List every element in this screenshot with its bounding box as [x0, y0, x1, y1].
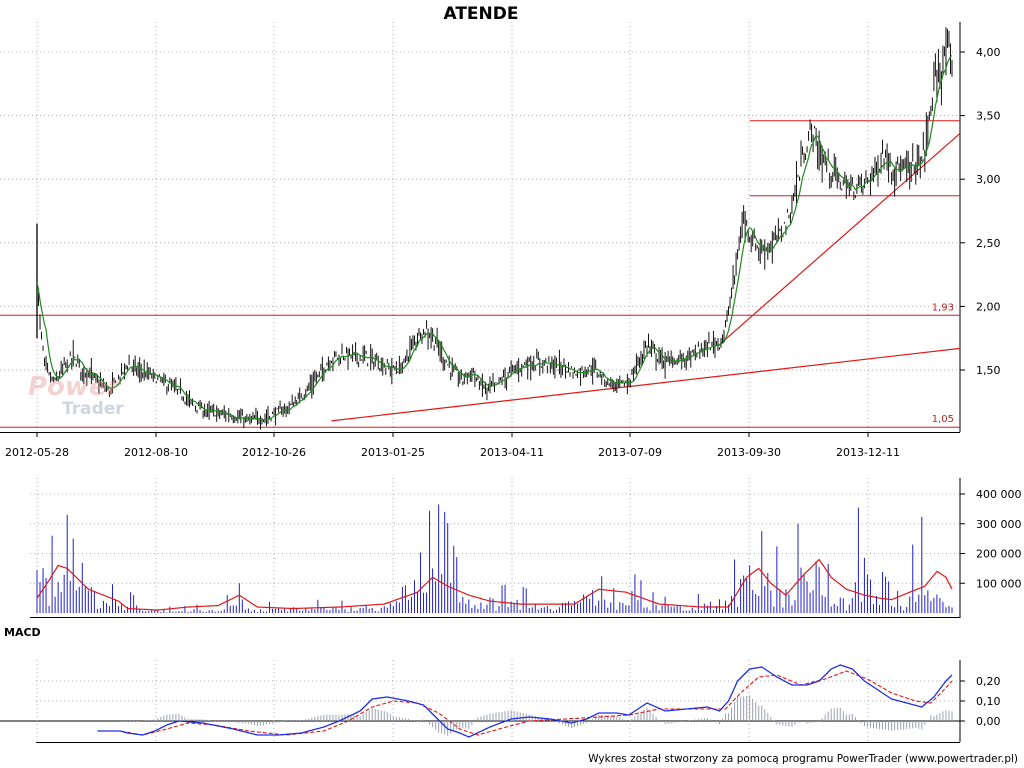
price-y-tick-label: 2,50 — [976, 237, 1001, 250]
price-gridlines — [0, 22, 960, 432]
macd-lines — [97, 664, 953, 738]
price-y-ticks: 4,00 3,50 3,00 2,50 2,00 1,50 — [960, 46, 1001, 377]
price-trendlines — [0, 120, 961, 428]
macd-gridlines — [0, 660, 960, 742]
level-label-105: 1,05 — [932, 414, 954, 425]
date-x-tick-label: 2012-05-28 — [5, 446, 69, 459]
level-label-193: 1,93 — [932, 302, 954, 313]
watermark-trader: Trader — [62, 399, 124, 419]
price-moving-average — [36, 55, 953, 421]
price-y-tick-label: 4,00 — [976, 46, 1001, 59]
price-level-labels: 1,93 1,05 — [932, 302, 954, 425]
macd-y-tick-label: 0,10 — [976, 695, 1001, 708]
macd-label: MACD — [4, 626, 41, 639]
macd-y-tick-label: 0,00 — [976, 715, 1001, 728]
steep-uptrend-line — [719, 132, 961, 346]
volume-y-tick-label: 100 000 — [976, 577, 1022, 590]
volume-gridlines — [30, 478, 960, 617]
watermark-power: Power — [28, 372, 122, 402]
volume-moving-average — [36, 558, 953, 611]
chart-title: ATENDE — [444, 4, 519, 24]
date-x-tick-label: 2013-04-11 — [480, 446, 544, 459]
volume-panel: 400 000 300 000 200 000 100 000 — [30, 478, 1022, 618]
date-x-tick-label: 2013-09-30 — [717, 446, 781, 459]
price-y-tick-label: 3,00 — [976, 173, 1001, 186]
powertrader-watermark: Power Trader — [28, 372, 124, 419]
date-x-tick-label: 2012-10-26 — [242, 446, 306, 459]
price-candles — [36, 27, 953, 430]
date-x-tick-label: 2013-07-09 — [598, 446, 662, 459]
footer-credit: Wykres został stworzony za pomocą progra… — [588, 753, 1018, 765]
macd-y-tick-label: 0,20 — [976, 675, 1001, 688]
volume-y-ticks: 400 000 300 000 200 000 100 000 — [960, 488, 1022, 590]
date-x-ticks: 2012-05-28 2012-08-10 2012-10-26 2013-01-25… — [5, 432, 900, 459]
price-ma-line — [36, 55, 953, 421]
macd-line — [97, 664, 953, 738]
macd-panel: 0,20 0,10 0,00 MACD — [0, 626, 1001, 743]
volume-y-tick-label: 400 000 — [976, 488, 1022, 501]
macd-y-ticks: 0,20 0,10 0,00 — [960, 675, 1001, 728]
macd-signal-line — [97, 670, 953, 736]
price-y-tick-label: 3,50 — [976, 110, 1001, 123]
price-panel: 4,003,503,002,502,001,50 2012-05-28 2012-… — [0, 22, 1001, 459]
price-y-tick-label: 1,50 — [976, 364, 1001, 377]
volume-y-tick-label: 300 000 — [976, 518, 1022, 531]
date-x-tick-label: 2013-12-11 — [836, 446, 900, 459]
date-x-tick-label: 2013-01-25 — [361, 446, 425, 459]
volume-bars — [36, 504, 953, 613]
date-x-tick-label: 2012-08-10 — [124, 446, 188, 459]
long-uptrend-line — [331, 347, 961, 422]
price-y-tick-label: 2,00 — [976, 300, 1001, 313]
volume-ma-line — [36, 558, 953, 611]
volume-y-tick-label: 200 000 — [976, 548, 1022, 561]
